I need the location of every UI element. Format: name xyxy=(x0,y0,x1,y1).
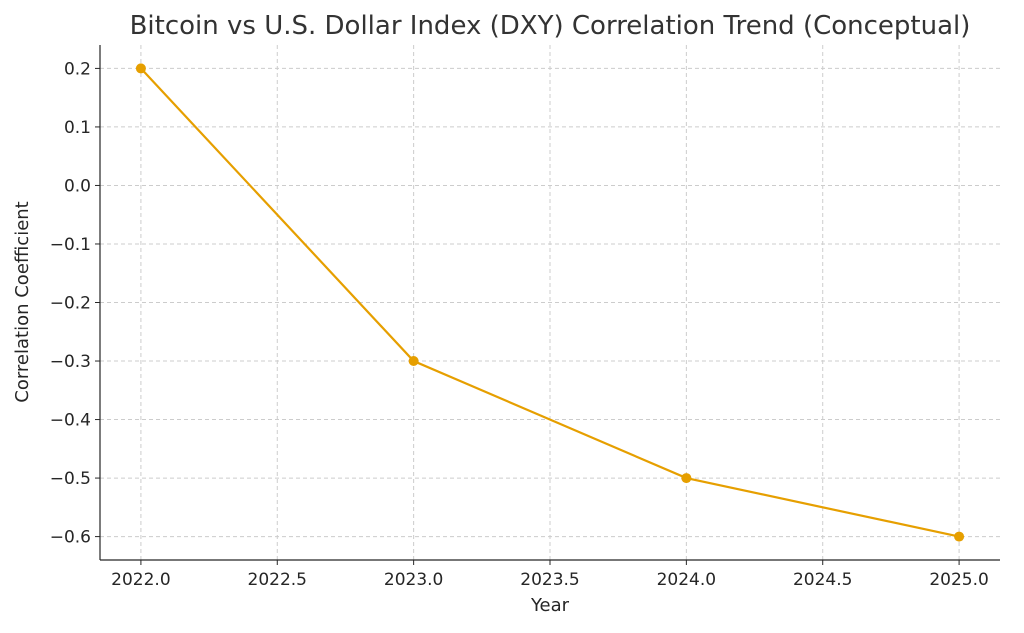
x-tick-label: 2025.0 xyxy=(929,570,988,590)
x-tick-label: 2024.5 xyxy=(793,570,852,590)
grid xyxy=(100,45,1000,560)
x-tick-label: 2022.5 xyxy=(248,570,307,590)
y-tick-label: −0.4 xyxy=(50,411,91,431)
x-tick-label: 2022.0 xyxy=(111,570,170,590)
chart-title: Bitcoin vs U.S. Dollar Index (DXY) Corre… xyxy=(130,11,971,41)
y-tick-label: −0.3 xyxy=(50,352,91,372)
data-point xyxy=(135,63,146,74)
x-tick-label: 2024.0 xyxy=(657,570,716,590)
y-tick-label: −0.6 xyxy=(50,528,91,548)
x-axis-label: Year xyxy=(530,595,570,616)
y-tick-label: −0.2 xyxy=(50,294,91,314)
data-point xyxy=(681,473,692,484)
x-axis-ticks: 2022.0 2022.5 2023.0 2023.5 2024.0 2024.5 2025… xyxy=(111,560,989,590)
y-tick-label: −0.1 xyxy=(50,235,91,255)
x-tick-label: 2023.5 xyxy=(520,570,579,590)
y-tick-label: 0.2 xyxy=(64,59,91,79)
y-tick-label: 0.0 xyxy=(64,176,91,196)
series xyxy=(135,63,965,542)
data-point xyxy=(954,531,965,542)
series-line xyxy=(140,67,960,538)
y-axis-label: Correlation Coefficient xyxy=(12,201,33,402)
y-axis-ticks: 0.2 0.1 0.0 −0.1 −0.2 −0.3 −0.4 −0.5 −0.6 xyxy=(50,59,100,548)
y-tick-label: −0.5 xyxy=(50,469,91,489)
x-tick-label: 2023.0 xyxy=(384,570,443,590)
data-point xyxy=(408,356,419,367)
y-tick-label: 0.1 xyxy=(64,118,91,138)
